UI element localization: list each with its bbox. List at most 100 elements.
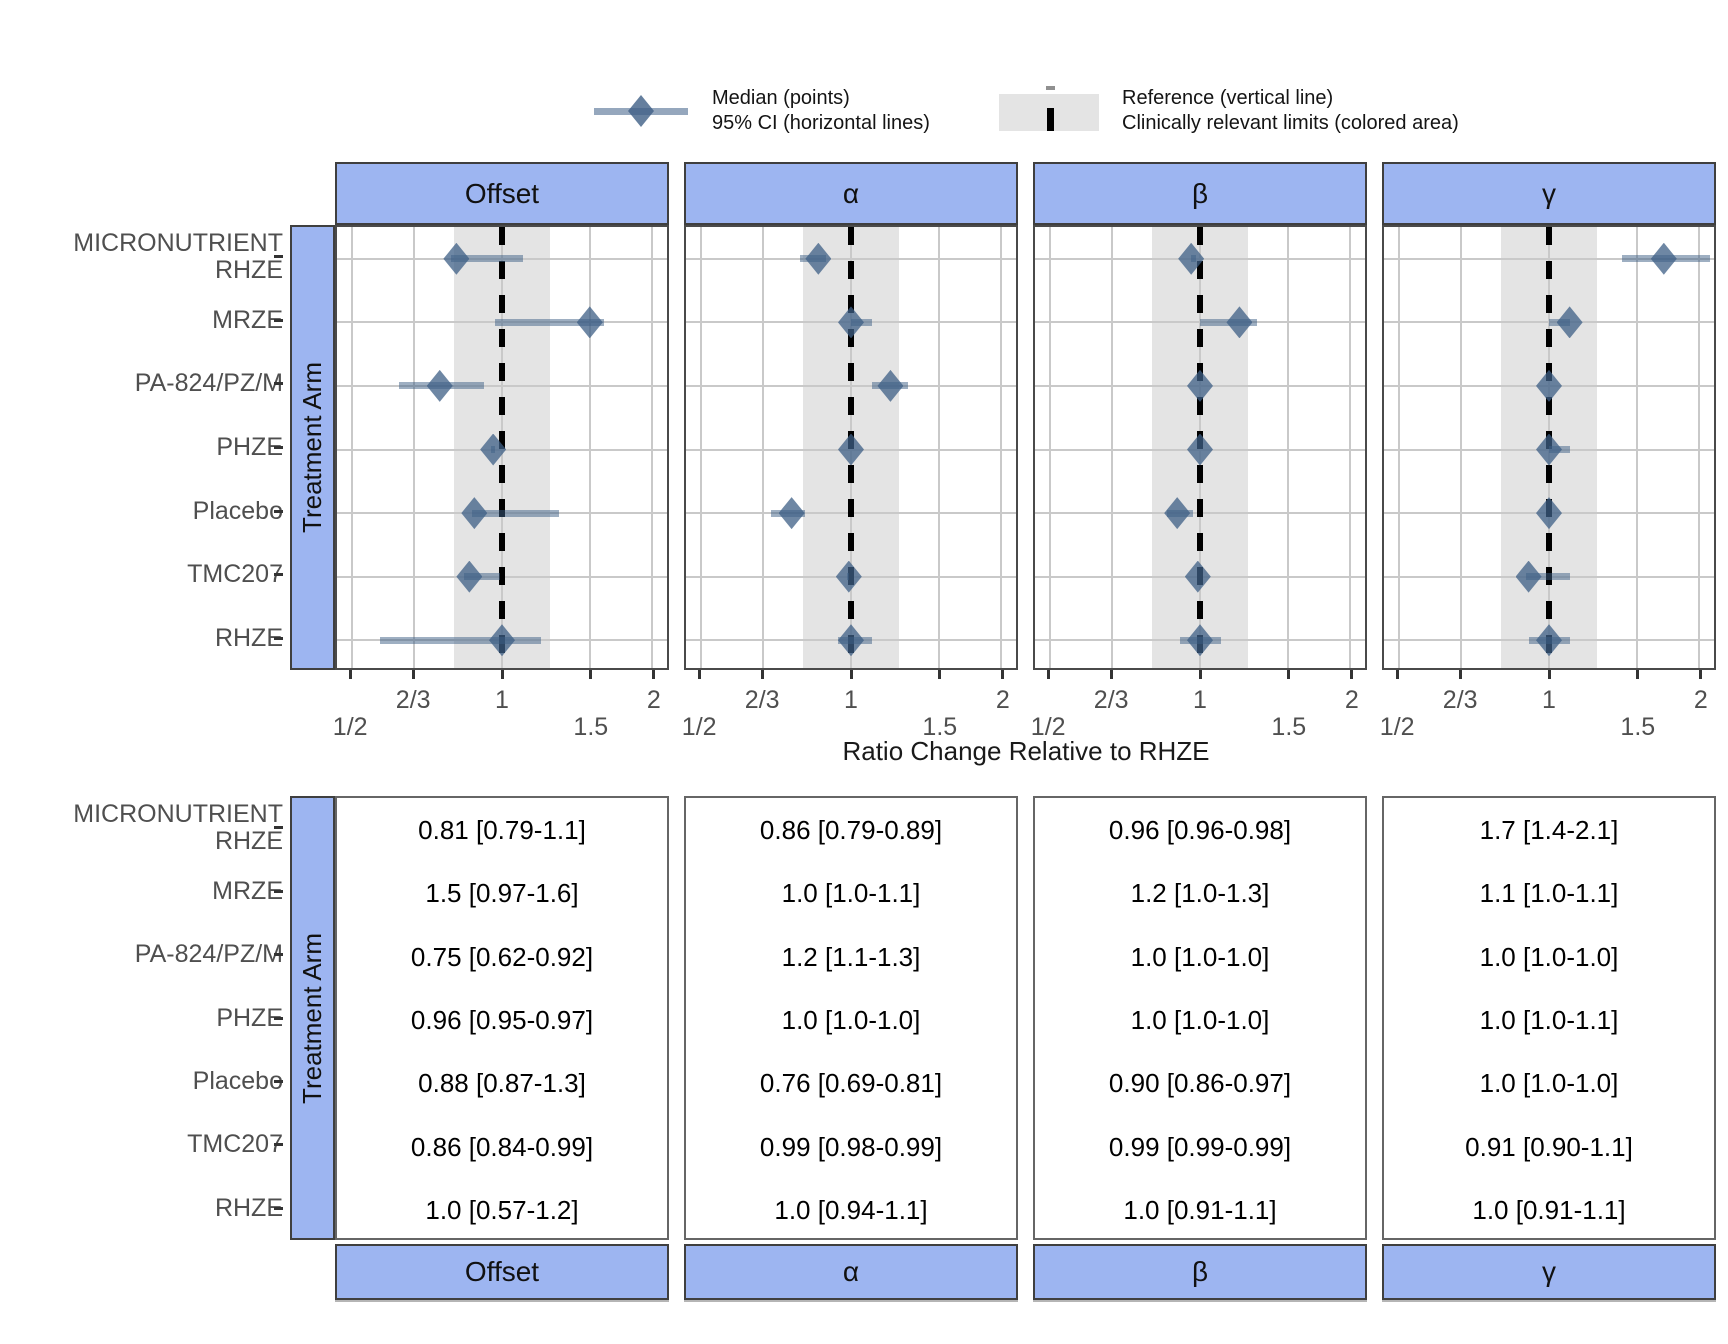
grid-line-vertical (651, 227, 653, 668)
x-axis-tick-label: 1.5 (1271, 713, 1307, 741)
reference-line-icon (1047, 108, 1054, 131)
x-axis-tick (1458, 670, 1462, 679)
grid-line-vertical (1398, 227, 1400, 668)
table-cell: 1.2 [1.0-1.3] (1130, 878, 1270, 909)
table-cell: 1.0 [0.91-1.1] (1123, 1195, 1277, 1226)
treatment-arm-label: PA-824/PZ/M (0, 370, 283, 397)
table-cell: 1.0 [0.91-1.1] (1472, 1195, 1626, 1226)
table-cell: 1.1 [1.0-1.1] (1479, 878, 1619, 909)
treatment-arm-label-line: RHZE (214, 255, 283, 284)
x-axis-tick (1109, 670, 1113, 679)
y-axis-tick (274, 318, 283, 322)
table-cell: 0.76 [0.69-0.81] (759, 1068, 943, 1099)
y-axis-tick (274, 826, 283, 830)
x-axis-tick-label: 2 (995, 686, 1010, 714)
table-cell: 0.96 [0.95-0.97] (410, 1005, 594, 1035)
x-axis-tick (589, 670, 593, 679)
table-row-label-line: PHZE (216, 1003, 283, 1032)
y-axis-tick (274, 1206, 283, 1210)
table-row-label: PA-824/PZ/M (0, 941, 283, 968)
facet-header-strip: β (1033, 162, 1367, 225)
grid-line-vertical (1460, 227, 1463, 668)
treatment-arm-label-line: TMC207 (187, 560, 283, 589)
table-cell: 0.96 [0.96-0.98] (1108, 814, 1292, 845)
treatment-arm-label: RHZE (0, 623, 283, 652)
facet-footer-label: γ (1542, 1256, 1556, 1287)
treatment-arm-label-line: PHZE (216, 433, 283, 461)
table-cell: 0.91 [0.90-1.1] (1465, 1131, 1633, 1162)
treatment-arm-strip: Treatment Arm (290, 225, 335, 670)
facet-header-label: α (842, 177, 860, 209)
ci-line (450, 255, 523, 263)
table-panel: 0.86 [0.79-0.89] 1.0 [1.0-1.1] 1.2 [1.1-1.… (684, 796, 1018, 1240)
treatment-arm-label: MRZE (0, 305, 283, 334)
treatment-arm-label: TMC207 (0, 561, 283, 588)
table-panel: 0.96 [0.96-0.98] 1.2 [1.0-1.3] 1.0 [1.0-1.… (1033, 796, 1367, 1240)
y-axis-tick (274, 889, 283, 893)
facet-header-strip: γ (1382, 162, 1716, 225)
table-row-label-line: MICRONUTRIENT (73, 799, 283, 828)
treatment-arm-label-line: MRZE (212, 305, 283, 334)
x-axis-tick-label: 1 (495, 686, 509, 714)
grid-line-vertical (351, 227, 353, 668)
table-row-label: TMC207 (0, 1131, 283, 1158)
table-cell: 1.0 [1.0-1.0] (1479, 941, 1619, 972)
table-cell: 0.75 [0.62-0.92] (410, 941, 594, 972)
x-axis-tick-label: 2 (1344, 686, 1359, 714)
y-axis-tick (274, 573, 283, 577)
y-axis-tick (274, 1079, 283, 1083)
x-axis-tick-label: 1 (844, 686, 858, 714)
x-axis-tick (348, 670, 352, 679)
grid-line-vertical (413, 227, 416, 668)
treatment-arm-label-line: RHZE (214, 623, 283, 652)
x-axis-tick (1001, 670, 1005, 679)
ci-line (471, 509, 559, 517)
facet-header-label: β (1191, 177, 1209, 209)
plot-panel (684, 225, 1018, 670)
x-axis-tick-label: 1/2 (681, 713, 717, 741)
x-axis-tick-label: 1 (1542, 686, 1556, 714)
y-axis-tick (274, 1016, 283, 1020)
median-diamond (1650, 242, 1677, 275)
treatment-arm-label-line: Placebo (192, 496, 283, 525)
plot-panel (335, 225, 669, 670)
median-diamond (576, 306, 603, 339)
x-axis-tick-label: 2/3 (1442, 686, 1478, 714)
treatment-arm-label-line: MICRONUTRIENT (73, 228, 283, 257)
x-axis-tick (938, 670, 942, 679)
x-axis-tick-label: 1/2 (332, 713, 368, 741)
table-panel: 0.81 [0.79-1.1] 1.5 [0.97-1.6] 0.75 [0.62-… (335, 796, 669, 1240)
ci-line (380, 636, 542, 644)
facet-footer-strip: γ (1382, 1244, 1716, 1300)
x-axis-tick-label: 2/3 (1093, 686, 1129, 714)
x-axis-tick (411, 670, 415, 679)
x-axis-tick-label: 1/2 (1379, 713, 1415, 741)
table-cell: 1.0 [0.57-1.2] (425, 1195, 579, 1226)
treatment-arm-strip: Treatment Arm (290, 796, 335, 1240)
x-axis-tick-label: 1/2 (1030, 713, 1066, 741)
x-axis-tick (1395, 670, 1399, 679)
grid-line-vertical (1286, 227, 1289, 668)
x-axis-tick (1287, 670, 1291, 679)
ci-line (1526, 573, 1570, 581)
table-cell: 1.2 [1.1-1.3] (781, 941, 921, 972)
table-cell: 1.0 [1.0-1.0] (1130, 941, 1270, 972)
treatment-arm-label: MICRONUTRIENT RHZE (0, 228, 283, 284)
grid-line-vertical (1635, 227, 1638, 668)
x-axis-tick (1636, 670, 1640, 679)
grid-line-vertical (762, 227, 765, 668)
x-axis-tick (760, 670, 764, 679)
table-cell: 1.7 [1.4-2.1] (1479, 814, 1619, 845)
x-axis-tick (1198, 670, 1202, 679)
grid-line-vertical (1111, 227, 1114, 668)
legend-reference-label: Reference (vertical line) (1122, 87, 1334, 109)
table-row-label: MRZE (0, 877, 283, 905)
table-cell: 0.99 [0.98-0.99] (759, 1131, 943, 1162)
table-cell: 1.0 [0.94-1.1] (774, 1195, 928, 1226)
median-diamond-icon (628, 95, 654, 127)
x-axis-tick-label: 1.5 (922, 713, 958, 741)
median-diamond (778, 497, 805, 530)
table-cell: 0.81 [0.79-1.1] (418, 814, 586, 845)
grid-line-vertical (937, 227, 940, 668)
